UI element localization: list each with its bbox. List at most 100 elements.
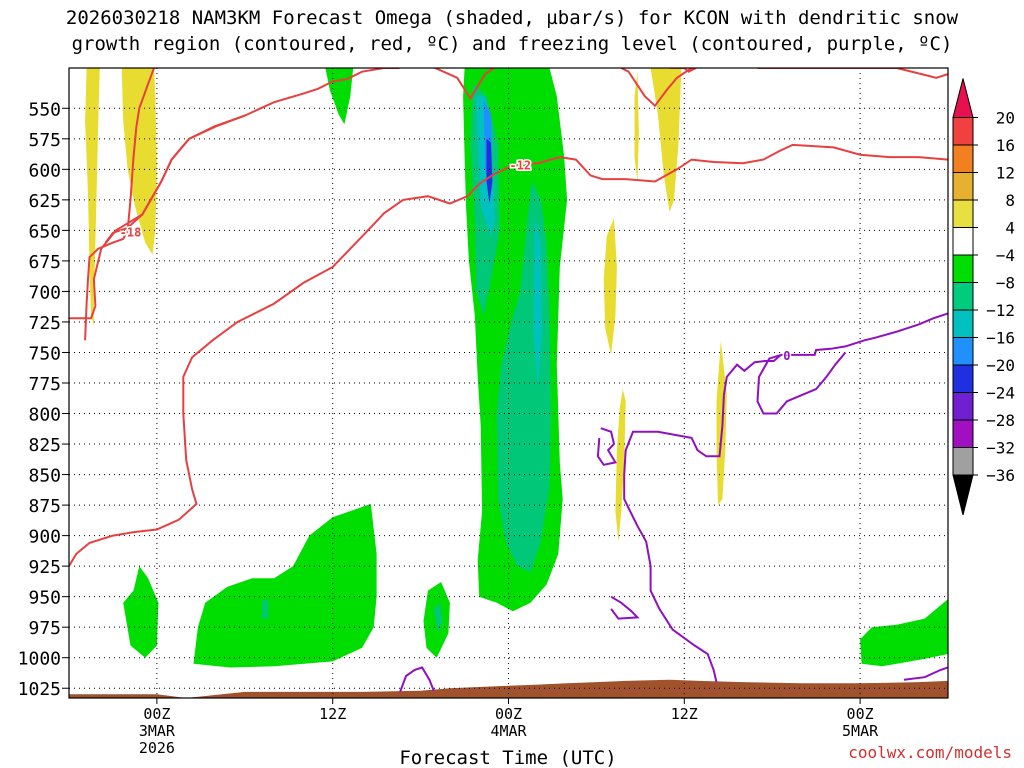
colorbar-swatch-11 <box>952 392 974 421</box>
omega-region-3 <box>603 218 617 355</box>
y-tick-label-775: 775 <box>28 374 61 395</box>
credit-text: coolwx.com/models <box>848 743 1012 762</box>
freezing-contour-7 <box>903 666 948 681</box>
colorbar-swatch-7 <box>952 282 974 311</box>
y-tick-label-625: 625 <box>28 191 61 212</box>
colorbar-label-5: −4 <box>996 246 1015 265</box>
x-tick-label-0-0: 00Z <box>143 705 170 723</box>
contour-label-minus12: -12 <box>509 158 531 172</box>
freezing-contour-5 <box>610 595 640 620</box>
colorbar-swatch-10 <box>952 364 974 393</box>
colorbar-swatch-9 <box>952 337 974 366</box>
dendritic-contour-2 <box>69 143 948 567</box>
y-tick-label-1000: 1000 <box>18 649 61 670</box>
x-tick-label-0-2: 2026 <box>139 739 175 757</box>
colorbar-swatch-6 <box>952 254 974 283</box>
contour-label-minus18: -18 <box>120 225 142 239</box>
colorbar: 20 16 12 8 4 −4 −8 −12 −16 −20 −24 −28 −32 −36 <box>952 78 1015 516</box>
dendritic-contour-1 <box>669 68 697 73</box>
contours: -12 -18 0 <box>69 68 948 693</box>
freezing-contour-0 <box>781 312 948 356</box>
dendritic-contour-4 <box>104 114 246 244</box>
colorbar-swatch-13 <box>952 447 974 476</box>
colorbar-swatch-12 <box>952 419 974 448</box>
freezing-contour-2 <box>722 354 782 396</box>
omega-region-9 <box>193 503 377 668</box>
y-tick-label-650: 650 <box>28 221 61 242</box>
omega-region-14 <box>433 602 443 634</box>
dendritic-contour-5 <box>384 68 495 101</box>
freezing-contour-1 <box>756 351 847 415</box>
x-tick-label-24-1: 4MAR <box>490 722 527 740</box>
colorbar-label-12: −32 <box>986 439 1015 458</box>
x-tick-label-24-0: 00Z <box>495 705 522 723</box>
y-tick-label-575: 575 <box>28 130 61 151</box>
freezing-contour-6 <box>399 666 435 693</box>
colorbar-label-3: 8 <box>1005 191 1015 210</box>
omega-region-1 <box>121 68 157 255</box>
colorbar-label-10: −24 <box>986 384 1015 403</box>
colorbar-label-4: 4 <box>1005 219 1015 238</box>
colorbar-swatch-1 <box>952 117 974 146</box>
omega-region-5 <box>615 389 626 542</box>
omega-region-15 <box>262 600 269 619</box>
y-tick-label-925: 925 <box>28 557 61 578</box>
x-tick-label-12-0: 12Z <box>319 705 346 723</box>
y-axis: 550 575 600 625 650 675 700 725 750 775 800 825 850 8… <box>18 99 69 700</box>
colorbar-top-triangle <box>952 78 974 118</box>
contour-label-zero: 0 <box>783 349 790 363</box>
omega-region-12 <box>860 599 948 667</box>
omega-shading <box>85 68 948 668</box>
chart-title-line-1: 2026030218 NAM3KM Forecast Omega (shaded… <box>65 7 959 29</box>
omega-region-10 <box>123 566 159 658</box>
freezing-contour-3 <box>623 395 725 683</box>
y-tick-label-850: 850 <box>28 466 61 487</box>
y-tick-label-900: 900 <box>28 527 61 548</box>
chart-title-line-2: growth region (contoured, red, ºC) and f… <box>71 33 953 55</box>
y-tick-label-825: 825 <box>28 435 61 456</box>
y-tick-label-550: 550 <box>28 99 61 120</box>
colorbar-label-8: −16 <box>986 329 1015 348</box>
grid-lines <box>69 68 948 698</box>
x-tick-label-36-0: 12Z <box>671 705 698 723</box>
omega-region-2 <box>650 68 682 213</box>
colorbar-label-7: −12 <box>986 301 1015 320</box>
omega-region-0 <box>85 68 100 326</box>
y-tick-label-975: 975 <box>28 618 61 639</box>
colorbar-swatch-4 <box>952 199 974 228</box>
y-tick-label-600: 600 <box>28 160 61 181</box>
colorbar-swatch-5 <box>952 227 974 256</box>
colorbar-swatch-8 <box>952 309 974 338</box>
y-tick-label-950: 950 <box>28 588 61 609</box>
y-tick-label-700: 700 <box>28 282 61 303</box>
dendritic-contour-3 <box>84 68 155 341</box>
omega-region-20 <box>486 138 493 204</box>
y-tick-label-875: 875 <box>28 496 61 517</box>
colorbar-label-0: 20 <box>996 109 1015 128</box>
freezing-contour-4 <box>596 427 617 466</box>
colorbar-label-6: −8 <box>996 274 1015 293</box>
dendritic-contour-6 <box>620 68 693 108</box>
x-tick-label-48-1: 5MAR <box>842 722 879 740</box>
y-tick-label-1025: 1025 <box>18 679 61 700</box>
y-tick-label-725: 725 <box>28 313 61 334</box>
x-axis-label: Forecast Time (UTC) <box>399 747 616 768</box>
colorbar-label-13: −36 <box>986 466 1015 485</box>
colorbar-swatch-3 <box>952 172 974 201</box>
colorbar-label-2: 12 <box>996 164 1015 183</box>
omega-region-4 <box>634 71 639 182</box>
y-tick-label-800: 800 <box>28 405 61 426</box>
y-tick-label-675: 675 <box>28 252 61 273</box>
dendritic-contour-7 <box>757 68 948 79</box>
y-tick-label-750: 750 <box>28 343 61 364</box>
omega-region-7 <box>325 68 354 125</box>
colorbar-label-11: −28 <box>986 411 1015 430</box>
colorbar-label-9: −20 <box>986 356 1015 375</box>
x-tick-label-0-1: 3MAR <box>139 722 176 740</box>
x-tick-label-48-0: 00Z <box>847 705 874 723</box>
colorbar-label-1: 16 <box>996 136 1015 155</box>
colorbar-swatch-2 <box>952 144 974 173</box>
colorbar-bottom-triangle <box>952 474 974 516</box>
